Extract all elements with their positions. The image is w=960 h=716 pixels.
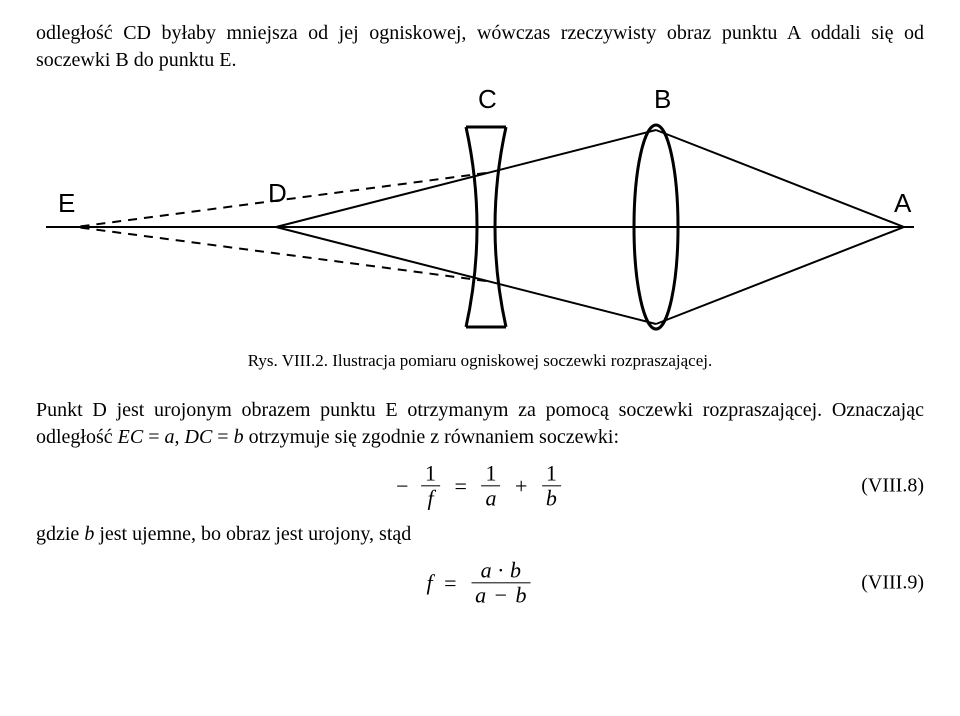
eq9-num: a · b — [471, 558, 530, 583]
eq8-num-1: 1 — [421, 461, 440, 486]
lens-diagram: C B E D A — [36, 82, 924, 337]
p3-end: jest ujemne, bo obraz jest urojony, stąd — [94, 523, 411, 545]
p2-end: otrzymuje się zgodnie z równaniem soczew… — [244, 426, 619, 448]
eq9-f: f — [427, 570, 433, 595]
eq9-den-b: b — [515, 583, 526, 608]
b-var-2: b — [84, 523, 94, 545]
eq8-frac-1b: 1 b — [542, 461, 561, 510]
label-B: B — [654, 84, 671, 114]
eq8-plus: + — [509, 473, 533, 499]
a-var-1: a — [165, 426, 175, 448]
intro-paragraph: odległość CD byłaby mniejsza od jej ogni… — [36, 20, 924, 74]
ec-var: EC — [118, 426, 144, 448]
eq9-dot: · — [497, 557, 504, 582]
eq-sign-1: = — [143, 426, 164, 448]
p2-mid: , — [175, 426, 185, 448]
label-C: C — [478, 84, 497, 114]
eq9-den-a: a — [475, 583, 486, 608]
eq8-den-a: a — [481, 487, 500, 511]
figure-caption: Rys. VIII.2. Ilustracja pomiaru ogniskow… — [36, 351, 924, 371]
label-A: A — [894, 188, 912, 218]
equation-8-label: (VIII.8) — [861, 475, 924, 498]
eq9-num-b: b — [510, 557, 521, 582]
p3-a: gdzie — [36, 523, 84, 545]
eq-sign-2: = — [212, 426, 233, 448]
eq8-num-1a: 1 — [481, 461, 500, 486]
label-E: E — [58, 188, 75, 218]
eq8-minus: − — [396, 473, 412, 499]
paragraph-3: gdzie b jest ujemne, bo obraz jest urojo… — [36, 521, 924, 548]
eq8-num-1b: 1 — [542, 461, 561, 486]
equation-9: f = a · b a − b — [427, 558, 534, 607]
eq8-den-f: f — [421, 487, 440, 511]
paragraph-2: Punkt D jest urojonym obrazem punktu E o… — [36, 397, 924, 451]
dc-var: DC — [185, 426, 213, 448]
eq9-eq: = — [438, 570, 462, 596]
equation-9-row: f = a · b a − b (VIII.9) — [36, 554, 924, 612]
equation-8: − 1 f = 1 a + 1 b — [396, 461, 564, 510]
b-var-1: b — [234, 426, 244, 448]
eq9-den: a − b — [471, 584, 530, 608]
eq8-frac-1a: 1 a — [481, 461, 500, 510]
eq8-frac-1f: 1 f — [421, 461, 440, 510]
eq9-minus: − — [492, 583, 510, 608]
eq9-num-a: a — [481, 557, 492, 582]
eq8-den-b: b — [542, 487, 561, 511]
equation-8-row: − 1 f = 1 a + 1 b (VIII.8) — [36, 457, 924, 515]
lens-svg: C B E D A — [36, 82, 924, 332]
eq9-frac: a · b a − b — [471, 558, 530, 607]
label-D: D — [268, 178, 287, 208]
eq8-eq: = — [449, 473, 473, 499]
equation-9-label: (VIII.9) — [861, 572, 924, 595]
